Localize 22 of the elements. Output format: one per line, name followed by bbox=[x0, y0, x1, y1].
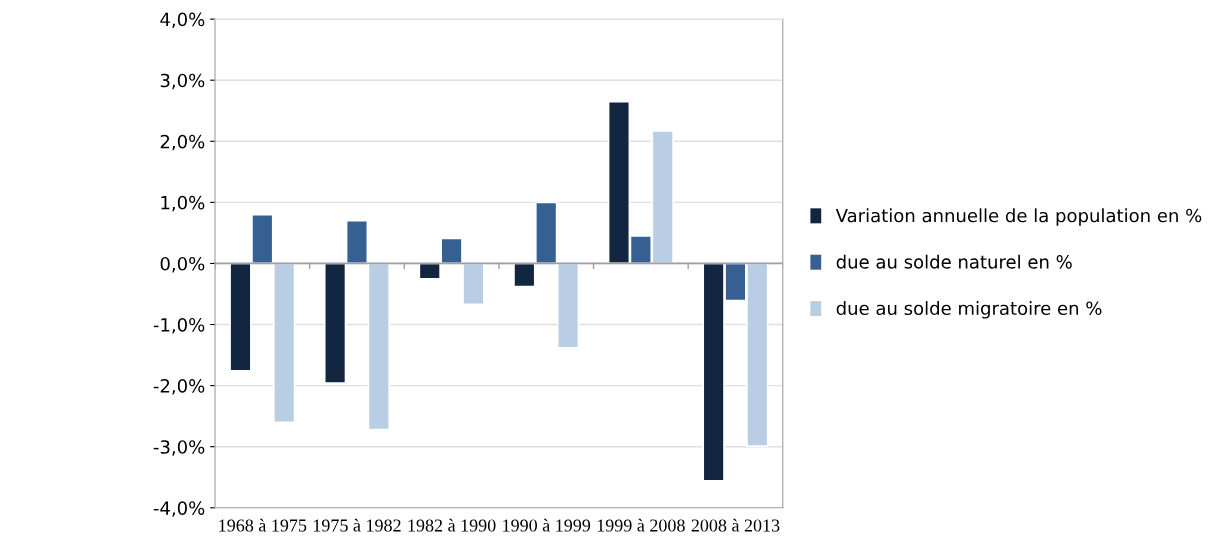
y-tick-label: -4,0% bbox=[153, 501, 205, 517]
x-tick-label: 1982 à 1990 bbox=[408, 518, 496, 532]
bar bbox=[367, 262, 391, 431]
y-tick-label: 2,0% bbox=[160, 134, 205, 151]
y-tick-label: 1,0% bbox=[161, 195, 205, 212]
y-tick-label: -1,0% bbox=[153, 317, 205, 334]
legend-label: due au solde naturel en % bbox=[836, 254, 1072, 269]
y-tick-label: 3,0% bbox=[160, 73, 205, 90]
bar bbox=[556, 262, 580, 349]
x-tick-label: 1990 à 1999 bbox=[503, 518, 591, 532]
legend-label: due au solde migratoire en % bbox=[836, 301, 1102, 319]
y-tick-label: 0,0% bbox=[160, 256, 205, 273]
bar bbox=[323, 262, 347, 385]
y-tick-label: -3,0% bbox=[153, 440, 205, 456]
legend-label: Variation annuelle de la population en % bbox=[835, 208, 1202, 226]
y-tick-label: -2,0% bbox=[153, 379, 205, 395]
y-tick-label: 4,0% bbox=[160, 12, 205, 29]
x-tick-label: 2008 à 2013 bbox=[691, 518, 780, 532]
bar bbox=[345, 219, 369, 265]
x-tick-label: 1968 à 1975 bbox=[219, 518, 307, 532]
x-tick-label: 1999 à 2008 bbox=[597, 518, 685, 532]
x-tick-label: 1975 à 1982 bbox=[313, 518, 401, 532]
